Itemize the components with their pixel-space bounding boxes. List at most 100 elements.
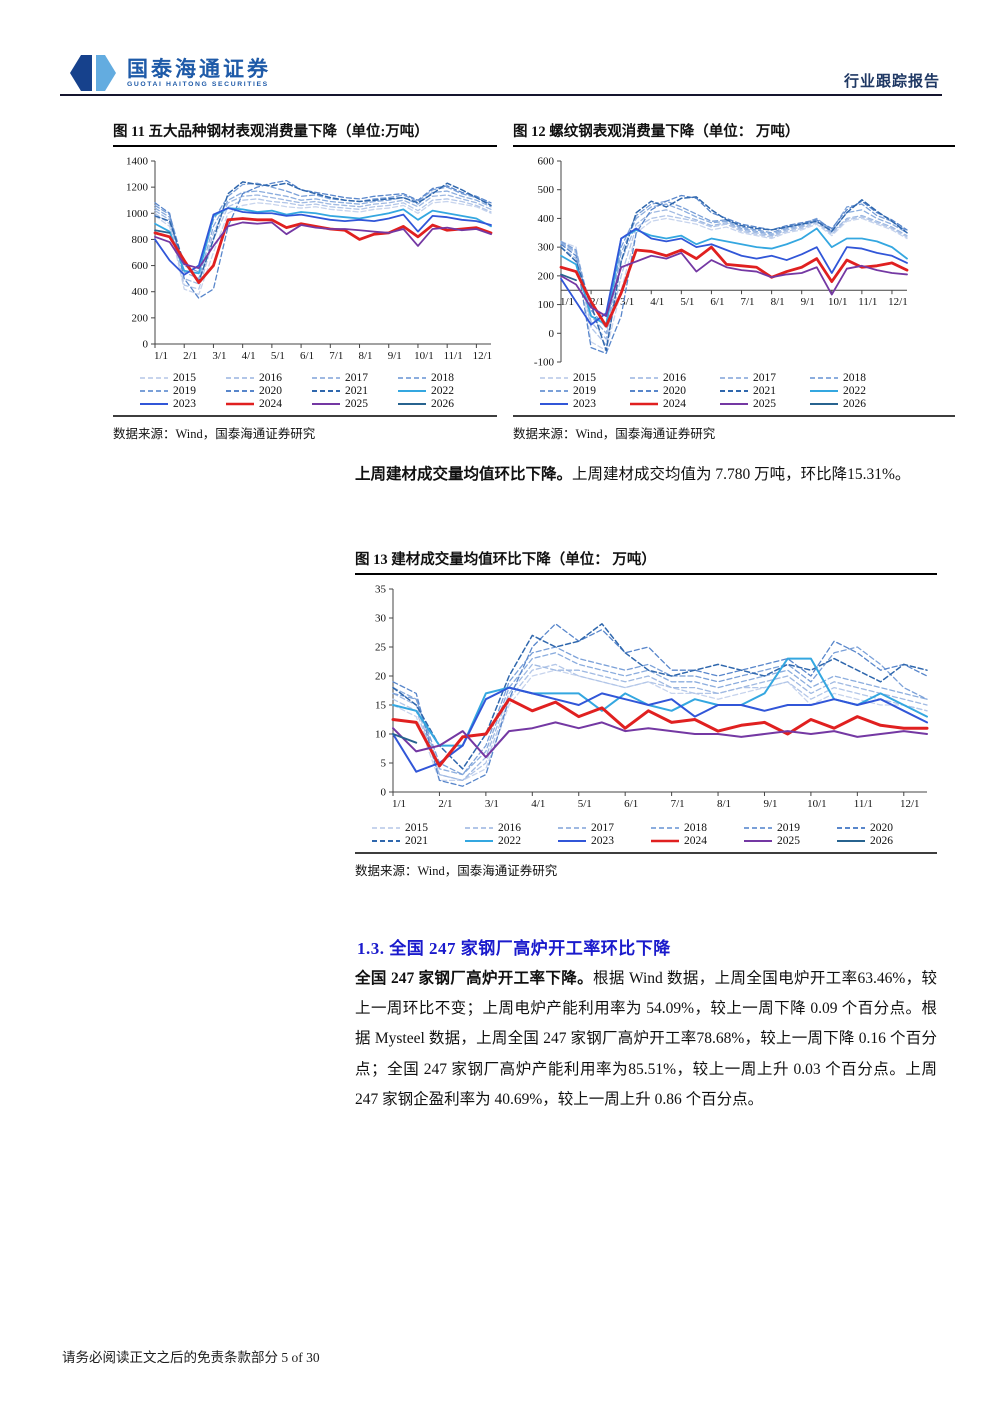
svg-text:100: 100 — [538, 299, 555, 311]
figure-13-legend: 2015 2016 2017 2018 2019 2020 2021 2022 2023 2024… — [355, 822, 937, 847]
figure-11-source: 数据来源：Wind，国泰海通证券研究 — [113, 427, 316, 441]
paragraph-blast-furnace-lead: 全国 247 家钢厂高炉开工率下降。 — [355, 970, 594, 987]
legend-item-2015: 2015 — [139, 372, 225, 384]
legend-swatch-icon — [140, 377, 168, 379]
svg-text:600: 600 — [132, 260, 149, 272]
svg-text:12/1: 12/1 — [888, 296, 908, 308]
legend-label: 2026 — [870, 835, 893, 847]
legend-label: 2023 — [173, 398, 196, 410]
legend-swatch-icon — [837, 827, 865, 829]
figure-12-source-divider — [513, 415, 955, 417]
paragraph-blast-furnace: 全国 247 家钢厂高炉开工率下降。根据 Wind 数据，上周全国电炉开工率63… — [355, 964, 937, 1115]
svg-text:25: 25 — [375, 642, 387, 654]
svg-text:0: 0 — [549, 328, 555, 340]
legend-label: 2018 — [843, 372, 866, 384]
svg-text:11/1: 11/1 — [444, 350, 463, 362]
svg-text:8/1: 8/1 — [771, 296, 785, 308]
section-1-3-heading: 1.3. 全国 247 家钢厂高炉开工率环比下降 — [357, 939, 671, 958]
svg-text:35: 35 — [375, 584, 387, 596]
figure-13-source-divider — [355, 852, 937, 854]
svg-text:2/1: 2/1 — [438, 798, 452, 810]
legend-label: 2024 — [259, 398, 282, 410]
figure-13: 图 13 建材成交量均值环比下降（单位： 万吨） 0 5 10 15 20 25 30 35 1… — [355, 548, 937, 879]
svg-text:5: 5 — [381, 758, 387, 770]
legend-item-2021: 2021 — [311, 385, 397, 397]
legend-swatch-icon — [540, 377, 568, 379]
legend-swatch-icon — [540, 390, 568, 392]
svg-text:300: 300 — [538, 242, 555, 254]
svg-text:15: 15 — [375, 700, 387, 712]
svg-text:6/1: 6/1 — [300, 350, 314, 362]
legend-label: 2026 — [843, 398, 866, 410]
legend-item-2024: 2024 — [629, 398, 719, 410]
legend-swatch-icon — [398, 403, 426, 405]
figure-12-legend: 2015 2016 2017 2018 2019 2020 2021 2022 2023 2024… — [513, 372, 913, 410]
legend-item-2024: 2024 — [225, 398, 311, 410]
legend-swatch-icon — [720, 377, 748, 379]
svg-text:5/1: 5/1 — [578, 798, 592, 810]
paragraph-jiancai: 上周建材成交量均值环比下降。上周建材成交均值为 7.780 万吨，环比降15.3… — [355, 460, 937, 490]
legend-swatch-icon — [226, 402, 254, 406]
svg-text:800: 800 — [132, 234, 149, 246]
svg-text:10/1: 10/1 — [828, 296, 848, 308]
svg-text:500: 500 — [538, 184, 555, 196]
svg-text:7/1: 7/1 — [740, 296, 754, 308]
legend-item-2025: 2025 — [311, 398, 397, 410]
legend-swatch-icon — [398, 377, 426, 379]
figure-13-title: 图 13 建材成交量均值环比下降（单位： 万吨） — [355, 548, 937, 575]
figure-11-legend: 2015 2016 2017 2018 2019 2020 2021 2022 2023 2024… — [113, 372, 497, 410]
legend-label: 2023 — [573, 398, 596, 410]
svg-text:10/1: 10/1 — [807, 798, 827, 810]
legend-label: 2018 — [431, 372, 454, 384]
svg-text:400: 400 — [538, 213, 555, 225]
legend-item-2023: 2023 — [139, 398, 225, 410]
svg-text:3/1: 3/1 — [620, 296, 634, 308]
report-type-label: 行业跟踪报告 — [843, 74, 940, 90]
legend-swatch-icon — [398, 390, 426, 392]
legend-swatch-icon — [540, 403, 568, 405]
svg-text:3/1: 3/1 — [485, 798, 499, 810]
legend-swatch-icon — [720, 390, 748, 392]
svg-text:1/1: 1/1 — [560, 296, 574, 308]
svg-text:0: 0 — [143, 339, 149, 351]
legend-label: 2019 — [573, 385, 596, 397]
company-logo: 国泰海通证券 GUOTAI HAITONG SECURITIES — [68, 52, 271, 94]
legend-label: 2015 — [173, 372, 196, 384]
legend-label: 2021 — [753, 385, 776, 397]
figure-13-chart: 0 5 10 15 20 25 30 35 1/1 2/1 3/1 4/1 5/1 6/1 7/1 8/1 9/… — [375, 584, 929, 810]
svg-text:6/1: 6/1 — [624, 798, 638, 810]
legend-item-2020: 2020 — [836, 822, 929, 834]
svg-text:5/1: 5/1 — [271, 350, 285, 362]
figure-11-title: 图 11 五大品种钢材表观消费量下降（单位:万吨） — [113, 120, 497, 147]
paragraph-jiancai-rest: 上周建材成交均值为 7.780 万吨，环比降15.31%。 — [572, 466, 911, 483]
logo-gem-icon — [70, 55, 116, 91]
legend-swatch-icon — [372, 840, 400, 842]
legend-swatch-icon — [651, 827, 679, 829]
svg-text:6/1: 6/1 — [710, 296, 724, 308]
svg-text:12/1: 12/1 — [473, 350, 493, 362]
logo-en: GUOTAI HAITONG SECURITIES — [127, 80, 269, 88]
legend-label: 2020 — [663, 385, 686, 397]
legend-label: 2019 — [777, 822, 800, 834]
svg-text:3/1: 3/1 — [212, 350, 226, 362]
svg-text:7/1: 7/1 — [671, 798, 685, 810]
legend-item-2022: 2022 — [464, 835, 557, 847]
legend-item-2016: 2016 — [629, 372, 719, 384]
legend-swatch-icon — [226, 390, 254, 392]
figure-11-source-divider — [113, 415, 497, 417]
figure-12: 图 12 螺纹钢表观消费量下降（单位： 万吨） -100 0 100 200 300 40… — [513, 120, 955, 442]
paragraph-blast-furnace-rest: 根据 Wind 数据，上周全国电炉开工率63.46%，较上一周环比不变；上周电炉… — [355, 970, 937, 1108]
legend-item-2026: 2026 — [836, 835, 929, 847]
legend-swatch-icon — [465, 840, 493, 842]
legend-label: 2026 — [431, 398, 454, 410]
legend-swatch-icon — [558, 827, 586, 829]
footer-disclaimer: 请务必阅读正文之后的免责条款部分 — [62, 1350, 278, 1365]
legend-swatch-icon — [810, 390, 838, 392]
legend-label: 2022 — [843, 385, 866, 397]
svg-text:200: 200 — [132, 312, 149, 324]
logo-cn: 国泰海通证券 — [127, 57, 271, 82]
legend-swatch-icon — [140, 390, 168, 392]
svg-text:1/1: 1/1 — [392, 798, 406, 810]
legend-label: 2016 — [663, 372, 686, 384]
legend-label: 2017 — [591, 822, 614, 834]
